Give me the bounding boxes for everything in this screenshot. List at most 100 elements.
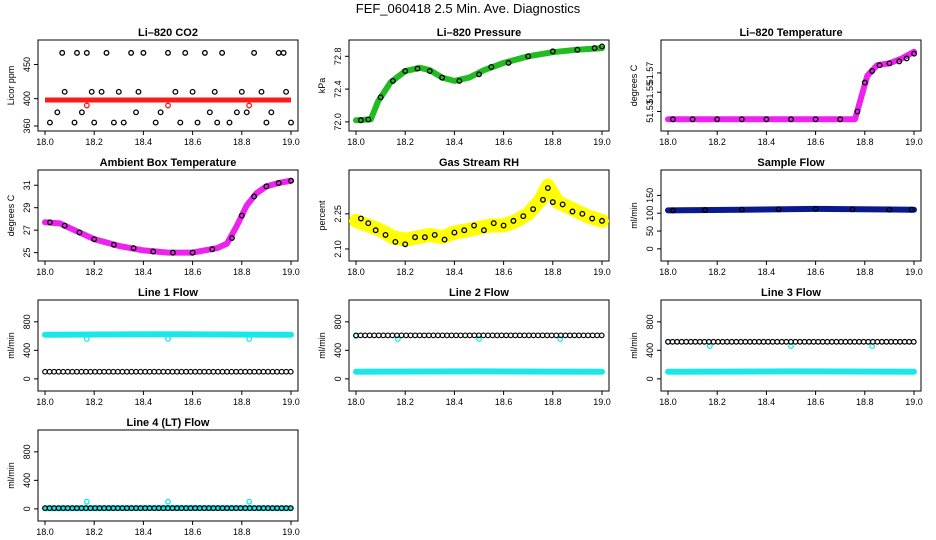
data-point <box>414 65 421 72</box>
y-axis-label: ml/min <box>317 332 327 359</box>
data-point <box>861 79 868 86</box>
data-point <box>665 338 671 345</box>
series-black <box>669 205 915 214</box>
data-point <box>233 368 240 375</box>
data-point <box>201 49 208 56</box>
figure-title: FEF_060418 2.5 Min. Ave. Diagnostics <box>355 1 581 16</box>
data-point <box>98 88 105 95</box>
series-black <box>353 332 605 339</box>
data-point <box>444 332 450 339</box>
data-point <box>908 206 915 213</box>
data-point <box>591 45 598 52</box>
data-point <box>96 368 103 375</box>
x-tick-label: 18.8 <box>233 527 251 537</box>
data-point <box>456 77 463 84</box>
data-point <box>283 368 290 375</box>
data-point <box>505 59 512 66</box>
data-point <box>525 53 532 60</box>
data-point <box>783 338 790 345</box>
data-point <box>233 109 240 116</box>
data-point <box>206 109 213 116</box>
chart-rh: Gas Stream RH percent 2.10 2.25 18.0 18.2 18.4… <box>317 157 611 277</box>
data-point <box>441 236 448 243</box>
x-tick-label: 18.6 <box>807 137 825 147</box>
x-tick-label: 18.0 <box>36 267 54 277</box>
data-point <box>110 368 117 375</box>
series-yellow <box>349 178 609 247</box>
data-point <box>392 238 399 245</box>
x-tick-label: 19.0 <box>905 267 923 277</box>
data-point <box>510 217 517 224</box>
y-tick-label: 51.57 <box>645 62 655 85</box>
y-tick-label: 400 <box>22 91 32 106</box>
series-black <box>42 368 294 375</box>
data-point <box>183 368 189 375</box>
data-point <box>389 77 396 84</box>
x-tick-label: 18.8 <box>544 267 562 277</box>
data-point <box>589 215 596 222</box>
x-tick-label: 18.2 <box>708 397 726 407</box>
data-point <box>228 368 235 375</box>
data-point <box>451 229 458 236</box>
data-point <box>701 338 708 345</box>
data-point <box>824 338 831 345</box>
data-point <box>516 332 523 339</box>
data-point <box>751 338 758 345</box>
data-point <box>54 109 61 116</box>
y-tick-label: 51.53 <box>645 100 655 123</box>
data-point <box>812 205 819 212</box>
chart-line4: Line 4 (LT) Flow ml/min 0 400 800 18.0 18.2 18.… <box>6 417 300 537</box>
x-tick-label: 18.0 <box>659 137 677 147</box>
data-point <box>229 235 235 241</box>
data-point <box>189 88 196 95</box>
data-point <box>280 49 287 56</box>
data-point <box>500 222 507 229</box>
data-point <box>238 212 245 219</box>
data-point <box>851 338 858 345</box>
series-line <box>42 177 294 256</box>
data-point <box>251 49 258 56</box>
data-point <box>42 368 48 375</box>
y-tick-label: 0 <box>645 246 655 251</box>
data-point <box>357 117 364 124</box>
data-point <box>842 338 849 345</box>
data-point <box>878 338 885 345</box>
data-point <box>215 368 221 375</box>
data-point <box>471 332 478 339</box>
data-point <box>128 368 135 375</box>
data-point <box>738 206 745 213</box>
data-point <box>480 227 487 234</box>
data-point <box>260 368 267 375</box>
plot-frame <box>348 169 610 262</box>
x-tick-label: 18.2 <box>85 137 103 147</box>
data-point <box>165 102 171 109</box>
data-point <box>268 109 275 116</box>
x-tick-label: 19.0 <box>282 397 300 407</box>
data-point <box>365 220 372 227</box>
x-tick-label: 19.0 <box>593 397 611 407</box>
data-point <box>365 116 372 123</box>
data-point <box>119 368 126 375</box>
data-point <box>238 88 245 95</box>
x-tick-label: 18.4 <box>135 267 153 277</box>
y-tick-label: 800 <box>645 314 655 329</box>
x-tick-label: 19.0 <box>282 527 300 537</box>
data-point <box>763 116 770 123</box>
data-point <box>903 55 910 62</box>
data-point <box>133 109 139 116</box>
data-point <box>539 332 546 339</box>
y-axis-label: ml/min <box>6 332 16 359</box>
data-point <box>471 222 478 229</box>
y-tick-label: 51.55 <box>645 81 655 104</box>
data-point <box>398 332 405 339</box>
data-point <box>110 241 117 248</box>
data-point <box>435 332 441 339</box>
x-tick-label: 18.4 <box>135 137 153 147</box>
y-tick-label: 50 <box>645 226 655 236</box>
x-tick-label: 18.6 <box>807 397 825 407</box>
y-axis-label: degrees C <box>629 64 639 106</box>
y-axis-label: kPa <box>317 78 327 94</box>
data-point <box>146 368 153 375</box>
data-point <box>243 109 250 116</box>
